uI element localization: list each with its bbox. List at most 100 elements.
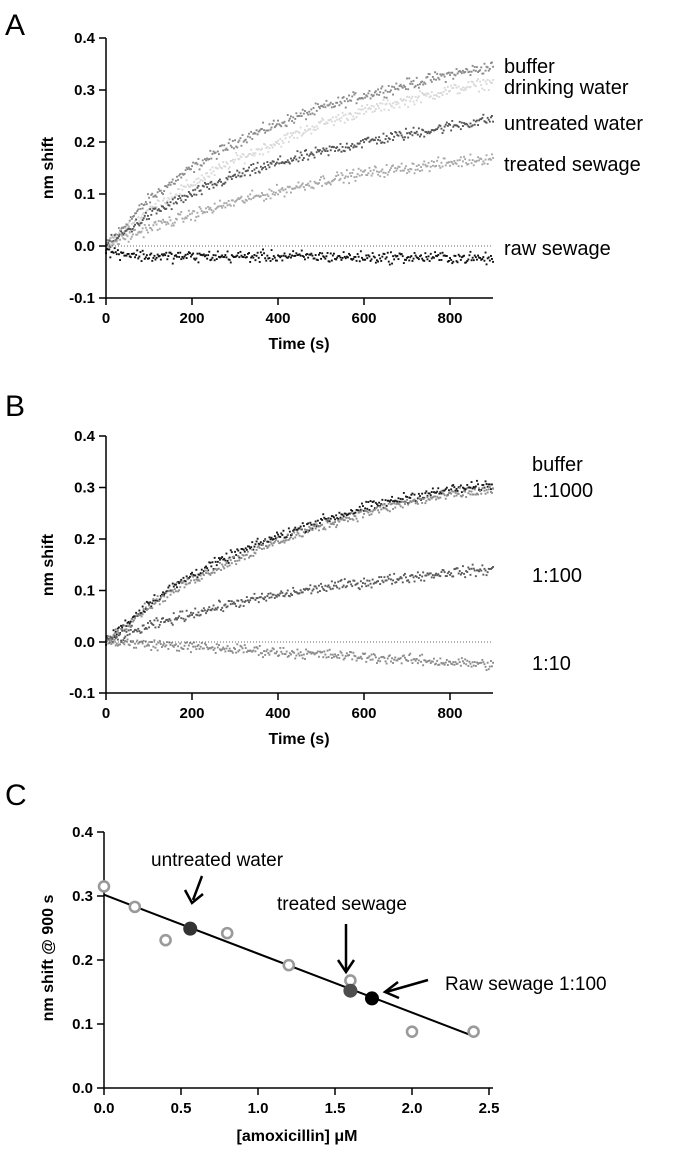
data-point: [391, 133, 393, 135]
data-point: [176, 581, 178, 584]
data-point: [404, 167, 406, 170]
data-point: [170, 181, 173, 184]
data-point: [345, 516, 348, 519]
data-point: [220, 205, 222, 208]
data-point: [257, 542, 260, 545]
data-point: [413, 131, 416, 134]
data-point: [373, 508, 376, 511]
data-point: [468, 660, 471, 663]
data-point: [474, 493, 477, 496]
panel-c-x-axis-title: [amoxicillin] μM: [237, 1128, 358, 1145]
data-point: [435, 128, 437, 131]
data-point: [292, 159, 295, 162]
data-point: [190, 573, 192, 575]
data-point: [364, 507, 367, 510]
data-point: [184, 642, 187, 644]
data-point: [474, 69, 477, 72]
data-point: [211, 211, 214, 214]
data-point: [296, 150, 299, 153]
data-point: [185, 583, 188, 586]
data-point: [244, 554, 247, 557]
data-point: [242, 548, 245, 551]
data-point: [374, 656, 377, 659]
data-point: [427, 73, 430, 75]
data-point: [409, 652, 412, 655]
data-point: [308, 529, 311, 532]
data-point: [405, 576, 407, 579]
data-point: [416, 168, 419, 171]
data-point: [402, 500, 405, 503]
data-point: [258, 261, 261, 263]
data-point: [231, 140, 234, 142]
data-point: [429, 494, 432, 497]
data-point: [228, 564, 231, 567]
data-point: [306, 124, 308, 127]
data-point: [223, 144, 226, 147]
data-point: [221, 144, 224, 147]
data-point: [485, 669, 488, 671]
data-point: [286, 533, 289, 536]
data-point: [368, 514, 371, 516]
data-point: [469, 74, 472, 76]
data-point: [449, 491, 451, 494]
data-point: [393, 106, 396, 109]
data-point: [413, 103, 416, 106]
data-point: [326, 520, 329, 522]
data-point: [454, 74, 457, 77]
data-point: [190, 168, 192, 171]
data-point: [473, 84, 476, 87]
data-point: [148, 604, 150, 607]
data-point: [287, 119, 290, 122]
data-point: [424, 82, 427, 85]
data-point: [202, 185, 205, 188]
data-point: [200, 210, 203, 212]
data-point: [361, 585, 363, 588]
data-point: [178, 174, 181, 177]
data-point: [344, 106, 347, 109]
data-point: [343, 519, 346, 522]
data-point: [422, 664, 425, 667]
data-point: [430, 91, 433, 93]
data-point: [195, 216, 198, 218]
data-point: [318, 525, 320, 528]
data-point: [186, 578, 189, 581]
data-point: [197, 215, 200, 218]
data-point: [172, 182, 175, 185]
data-point: [444, 164, 447, 167]
data-point: [323, 123, 326, 125]
data-point: [209, 259, 212, 262]
data-point: [363, 93, 365, 95]
data-point: [253, 545, 256, 548]
data-point: [275, 191, 277, 194]
data-point: [257, 545, 260, 547]
data-point: [139, 640, 142, 643]
data-point: [361, 256, 363, 259]
data-point: [251, 189, 254, 192]
data-point: [242, 167, 245, 170]
data-point: [397, 258, 400, 260]
data-point: [416, 133, 419, 136]
data-point: [121, 628, 124, 631]
data-point: [388, 138, 391, 141]
data-point: [155, 617, 158, 620]
panel-b-series-label-1-10: 1:10: [532, 653, 571, 675]
data-point: [285, 161, 288, 164]
data-point: [212, 604, 215, 607]
data-point: [198, 573, 201, 576]
data-point: [381, 85, 384, 88]
data-point: [213, 571, 216, 574]
data-point: [304, 110, 306, 112]
data-point: [177, 590, 179, 593]
data-point: [428, 260, 431, 262]
data-point: [199, 613, 202, 616]
data-point: [448, 489, 450, 492]
data-point: [335, 101, 338, 104]
data-point: [323, 650, 326, 653]
data-point: [437, 76, 440, 79]
data-point: [488, 68, 491, 70]
data-point: [343, 150, 346, 153]
data-point: [156, 595, 159, 598]
data-point: [390, 660, 392, 663]
data-point: [466, 123, 469, 126]
